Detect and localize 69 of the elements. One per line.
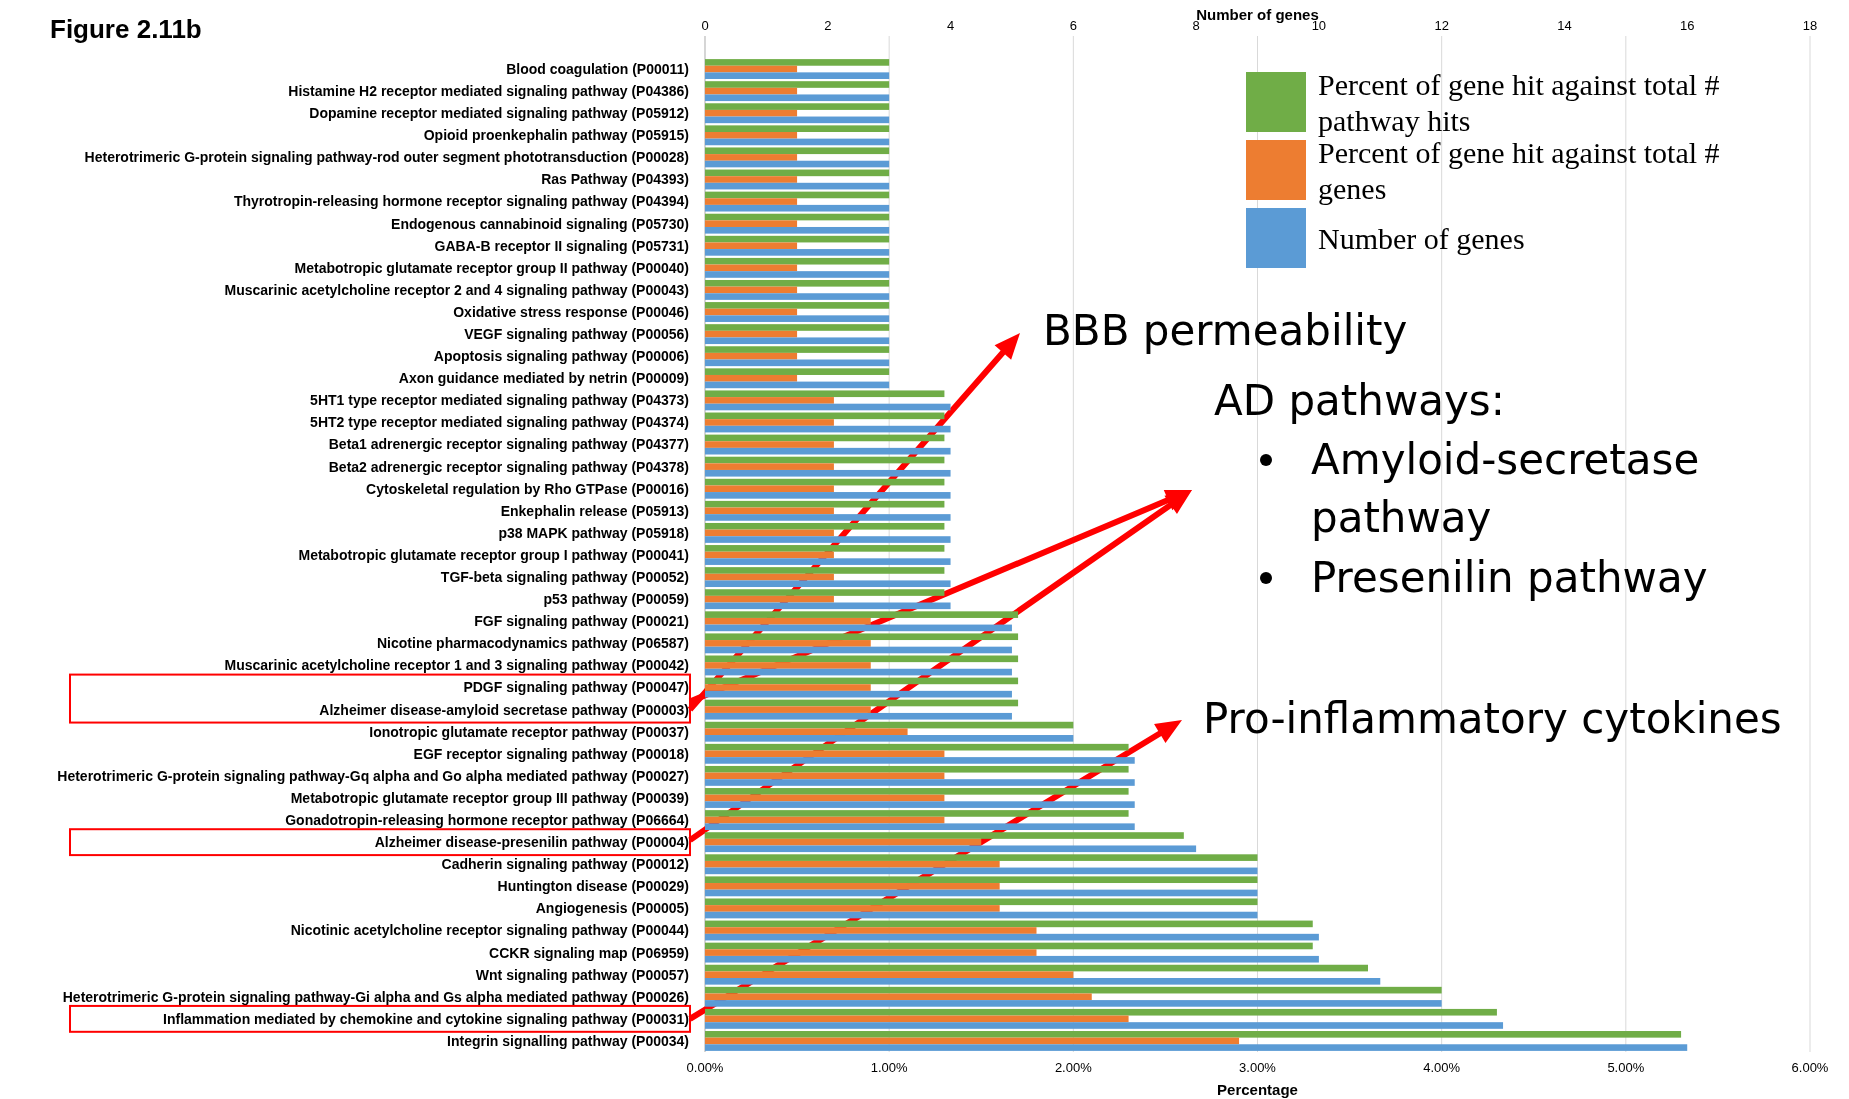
y-tick-label: Gonadotropin-releasing hormone receptor pathway (P06664) [285, 811, 689, 828]
y-tick-label: Nicotine pharmacodynamics pathway (P06587) [377, 635, 689, 652]
y-tick-label: Heterotrimeric G-protein signaling pathway-Gi alpha and Gs alpha mediated pathway (P00026) [62, 988, 689, 1005]
legend-label: Percent of gene hit against total # pathway hits [1318, 67, 1720, 137]
annotation: Pro-inflammatory cytokines [1203, 694, 1782, 743]
y-tick-label: PDGF signaling pathway (P00047) [463, 679, 689, 696]
annotation: BBB permeability [1043, 306, 1408, 355]
y-tick-label: FGF signaling pathway (P00021) [474, 613, 689, 630]
x2-tick-label: 2 [824, 18, 832, 33]
text: Figure 2.11b [50, 14, 202, 44]
x-tick-label: 4.00% [1423, 1060, 1461, 1075]
y-tick-label: Enkephalin release (P05913) [500, 502, 689, 519]
y-tick-label: Heterotrimeric G-protein signaling pathway-rod outer segment phototransduction (P00028) [84, 149, 689, 166]
annotation: Amyloid-secretase pathway [1311, 435, 1700, 542]
y-tick-label: Wnt signaling pathway (P00057) [475, 966, 689, 983]
x2-tick-label: 12 [1434, 18, 1449, 33]
y-tick-label: Histamine H2 receptor mediated signaling pathway (P04386) [288, 83, 689, 100]
y-tick-label: TGF-beta signaling pathway (P00052) [440, 568, 689, 585]
y-tick-label: Cytoskeletal regulation by Rho GTPase (P00016) [366, 480, 689, 497]
y-tick-label: Muscarinic acetylcholine receptor 2 and 4 signaling pathway (P00043) [224, 281, 689, 298]
x-tick-label: 3.00% [1239, 1060, 1277, 1075]
y-tick-label: p38 MAPK pathway (P05918) [498, 524, 689, 541]
y-tick-label: Metabotropic glutamate receptor group II pathway (P00040) [294, 259, 689, 276]
y-tick-label: Alzheimer disease-presenilin pathway (P00004) [374, 834, 689, 851]
y-tick-label: Huntington disease (P00029) [497, 878, 689, 895]
y-tick-label: 5HT2 type receptor mediated signaling pathway (P04374) [310, 414, 689, 431]
y-tick-label: Beta1 adrenergic receptor signaling pathway (P04377) [328, 436, 689, 453]
annotation: AD pathways: [1214, 376, 1505, 425]
x-tick-label: 6.00% [1791, 1060, 1829, 1075]
y-tick-label: Ras Pathway (P04393) [541, 171, 689, 188]
x2-tick-label: 16 [1679, 18, 1695, 33]
y-tick-label: Alzheimer disease-amyloid secretase pathway (P00003) [319, 701, 689, 718]
x-axis-title: Percentage [1217, 1081, 1298, 1098]
x2-tick-label: 18 [1802, 18, 1818, 33]
x2-tick-label: 4 [946, 18, 955, 33]
x-tick-label: 2.00% [1054, 1060, 1093, 1075]
y-tick-label: VEGF signaling pathway (P00056) [464, 326, 689, 343]
y-tick-label: Axon guidance mediated by netrin (P00009) [398, 370, 689, 387]
y-tick-label: Beta2 adrenergic receptor signaling pathway (P04378) [328, 458, 689, 475]
y-tick-label: Opioid proenkephalin pathway (P05915) [423, 127, 689, 144]
y-tick-label: Heterotrimeric G-protein signaling pathway-Gq alpha and Go alpha mediated pathway (P00027) [57, 767, 689, 784]
y-tick-label: Blood coagulation (P00011) [506, 60, 689, 77]
x2-tick-label: 6 [1069, 18, 1077, 33]
y-tick-label: Muscarinic acetylcholine receptor 1 and 3 signaling pathway (P00042) [224, 657, 689, 674]
x-tick-label: 5.00% [1607, 1060, 1645, 1075]
y-tick-label: Oxidative stress response (P00046) [453, 303, 689, 320]
y-tick-label: Thyrotropin-releasing hormone receptor signaling pathway (P04394) [233, 193, 689, 210]
x2-tick-label: 0 [701, 18, 709, 33]
y-tick-label: Endogenous cannabinoid signaling (P05730) [391, 215, 689, 232]
y-tick-label: Apoptosis signaling pathway (P00006) [433, 348, 689, 365]
y-tick-label: EGF receptor signaling pathway (P00018) [413, 745, 689, 762]
y-tick-label: CCKR signaling map (P06959) [489, 944, 689, 961]
y-tick-label: Integrin signalling pathway (P00034) [447, 1032, 689, 1049]
x-tick-label: 1.00% [870, 1060, 909, 1075]
y-tick-label: Angiogenesis (P00005) [535, 900, 689, 917]
y-tick-label: Metabotropic glutamate receptor group I pathway (P00041) [298, 546, 689, 563]
legend-label: Number of genes [1318, 221, 1525, 255]
y-tick-label: Metabotropic glutamate receptor group III pathway (P00039) [290, 789, 689, 806]
y-tick-label: p53 pathway (P00059) [543, 591, 689, 608]
y-tick-label: Cadherin signaling pathway (P00012) [441, 856, 689, 873]
y-tick-label: Nicotinic acetylcholine receptor signaling pathway (P00044) [290, 922, 689, 939]
y-tick-label: Ionotropic glutamate receptor pathway (P00037) [369, 723, 689, 740]
annotation: Presenilin pathway [1311, 553, 1708, 602]
x2-tick-label: 14 [1557, 18, 1572, 33]
y-tick-label: Dopamine receptor mediated signaling pathway (P05912) [309, 105, 689, 122]
x-tick-label: 0.00% [686, 1060, 724, 1075]
y-tick-label: 5HT1 type receptor mediated signaling pathway (P04373) [310, 392, 689, 409]
y-tick-label: Inflammation mediated by chemokine and cytokine signaling pathway (P00031) [163, 1010, 689, 1027]
y-tick-label: GABA-B receptor II signaling (P05731) [434, 237, 689, 254]
